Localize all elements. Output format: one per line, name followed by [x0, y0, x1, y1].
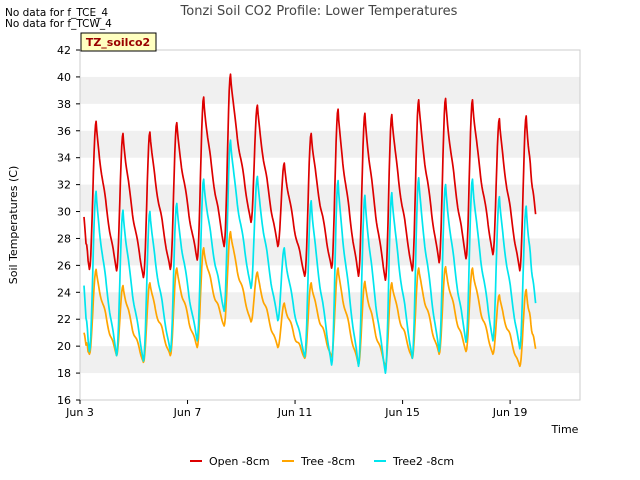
y-tick-label: 32: [57, 179, 71, 192]
legend-label: Open -8cm: [209, 455, 270, 468]
no-data-note-2: No data for f_TCW_4: [5, 18, 112, 30]
site-badge-box: [80, 32, 157, 52]
y-tick-label: 40: [57, 71, 71, 84]
grid-bands: [80, 50, 580, 400]
x-tick-label: Jun 19: [492, 406, 528, 419]
series-line-open-8cm: [83, 73, 537, 282]
series-line-tree-8cm: [83, 230, 537, 368]
y-tick-label: 30: [57, 206, 71, 219]
y-tick-label: 16: [57, 394, 71, 407]
y-tick-label: 38: [57, 98, 71, 111]
y-tick-label: 20: [57, 340, 71, 353]
y-tick-label: 28: [57, 232, 71, 245]
no-data-note-1: No data for f_TCE_4: [5, 7, 109, 19]
x-tick-label: Jun 7: [173, 406, 202, 419]
grid-band: [80, 184, 580, 212]
x-axis-label: Time: [551, 423, 579, 436]
y-tick-label: 18: [57, 367, 71, 380]
y-tick-label: 24: [57, 286, 71, 299]
legend-label: Tree2 -8cm: [392, 455, 454, 468]
legend: Open -8cm Tree -8cm Tree2 -8cm: [190, 455, 454, 468]
series-layer: [83, 73, 537, 374]
y-tick-label: 26: [57, 259, 71, 272]
x-tick-label: Jun 11: [277, 406, 313, 419]
y-tick-label: 36: [57, 125, 71, 138]
x-tick-label: Jun 3: [65, 406, 94, 419]
y-axis: 16 18 20 22 24 26 28 30 32 34 36 38 40 42: [57, 44, 80, 407]
y-axis-label: Soil Temperatures (C): [7, 166, 20, 285]
site-badge: TZ_soilco2: [80, 32, 157, 52]
x-axis: Jun 3 Jun 7 Jun 11 Jun 15 Jun 19: [65, 400, 527, 419]
y-tick-label: 22: [57, 313, 71, 326]
chart-title: Tonzi Soil CO2 Profile: Lower Temperatur…: [180, 4, 458, 19]
x-tick-label: Jun 15: [384, 406, 420, 419]
grid-band: [80, 76, 580, 104]
plot-frame: [79, 49, 581, 401]
site-badge-label: TZ_soilco2: [86, 36, 150, 49]
y-tick-label: 42: [57, 44, 71, 57]
y-tick-label: 34: [57, 152, 71, 165]
legend-label: Tree -8cm: [300, 455, 355, 468]
series-line-tree2-8cm: [83, 139, 537, 374]
grid-band: [80, 130, 580, 158]
